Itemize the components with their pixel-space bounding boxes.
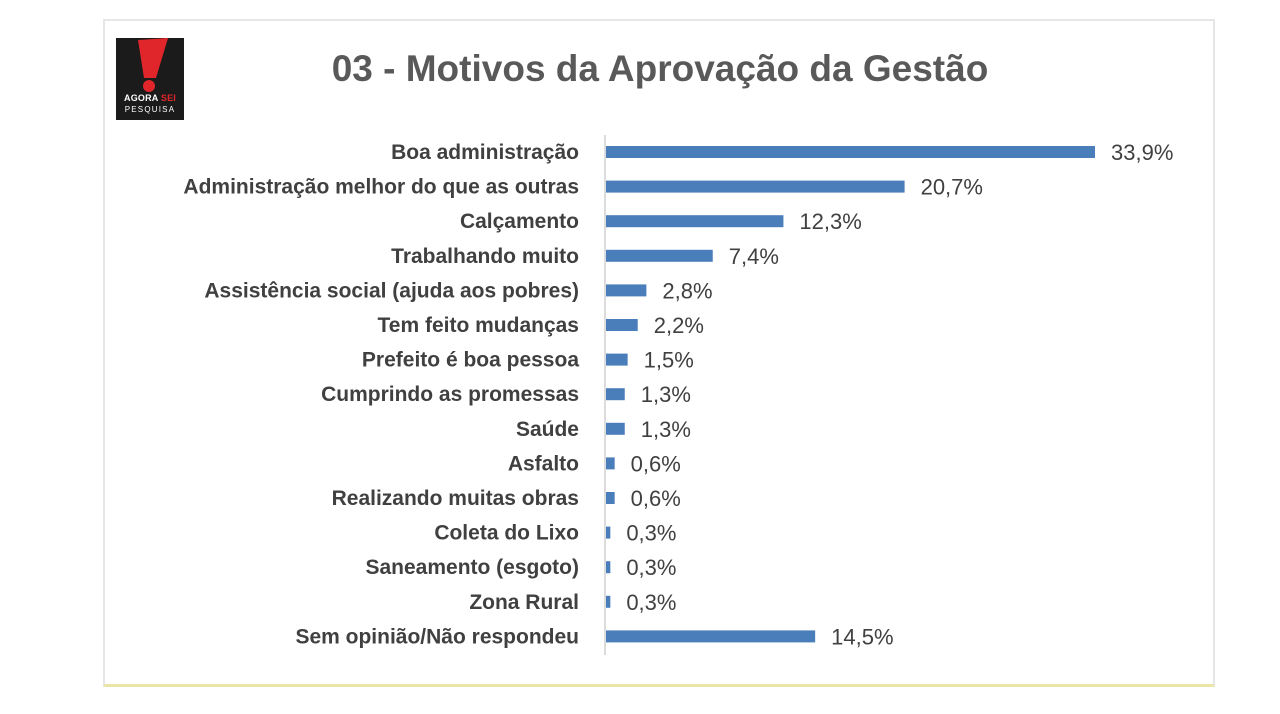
bar <box>606 180 905 193</box>
data-label: 0,6% <box>631 486 681 511</box>
data-label: 0,3% <box>626 590 676 615</box>
category-label: Boa administração <box>391 141 579 164</box>
bar <box>606 492 615 504</box>
data-label: 33,9% <box>1111 140 1173 165</box>
bar <box>606 319 638 331</box>
data-label: 7,4% <box>729 244 779 269</box>
category-label: Trabalhando muito <box>391 245 579 268</box>
category-label: Sem opinião/Não respondeu <box>295 625 579 648</box>
bar <box>606 215 784 228</box>
data-label: 1,5% <box>644 348 694 373</box>
data-label: 0,3% <box>626 521 676 546</box>
category-label: Asfalto <box>508 452 579 475</box>
data-label: 0,6% <box>631 451 681 476</box>
bar <box>606 422 625 435</box>
bar <box>606 595 611 608</box>
bar <box>606 561 611 574</box>
bar <box>606 457 615 470</box>
bar <box>606 388 625 401</box>
data-label: 12,3% <box>799 209 861 234</box>
category-label: Saúde <box>516 418 579 441</box>
bar <box>606 284 647 297</box>
bar <box>606 630 816 643</box>
data-label: 2,2% <box>654 313 704 338</box>
category-label: Assistência social (ajuda aos pobres) <box>204 279 579 302</box>
logo-text-line2: PESQUISA <box>124 105 176 114</box>
exclamation-icon <box>138 38 168 92</box>
category-label: Calçamento <box>460 210 579 233</box>
bar <box>606 353 628 366</box>
data-label: 1,3% <box>641 417 691 442</box>
data-label: 2,8% <box>662 278 712 303</box>
bar <box>606 146 1095 158</box>
data-label: 1,3% <box>641 382 691 407</box>
category-label: Tem feito mudanças <box>378 314 580 337</box>
data-label: 0,3% <box>626 555 676 580</box>
data-label: 14,5% <box>831 624 893 649</box>
category-label: Coleta do Lixo <box>434 522 579 545</box>
category-label: Saneamento (esgoto) <box>365 556 579 579</box>
chart-title: 03 - Motivos da Aprovação da Gestão <box>331 48 989 89</box>
data-label: 20,7% <box>921 175 983 200</box>
chart-frame <box>103 19 1215 687</box>
bar <box>606 526 611 539</box>
bar <box>606 249 713 262</box>
category-label: Cumprindo as promessas <box>321 383 579 406</box>
category-label: Administração melhor do que as outras <box>183 176 579 199</box>
category-label: Realizando muitas obras <box>332 487 579 510</box>
category-label: Prefeito é boa pessoa <box>362 349 579 372</box>
agora-sei-logo: AGORA SEI PESQUISA <box>116 38 184 120</box>
logo-text-line1: AGORA SEI <box>124 93 176 103</box>
category-label: Zona Rural <box>469 591 579 614</box>
